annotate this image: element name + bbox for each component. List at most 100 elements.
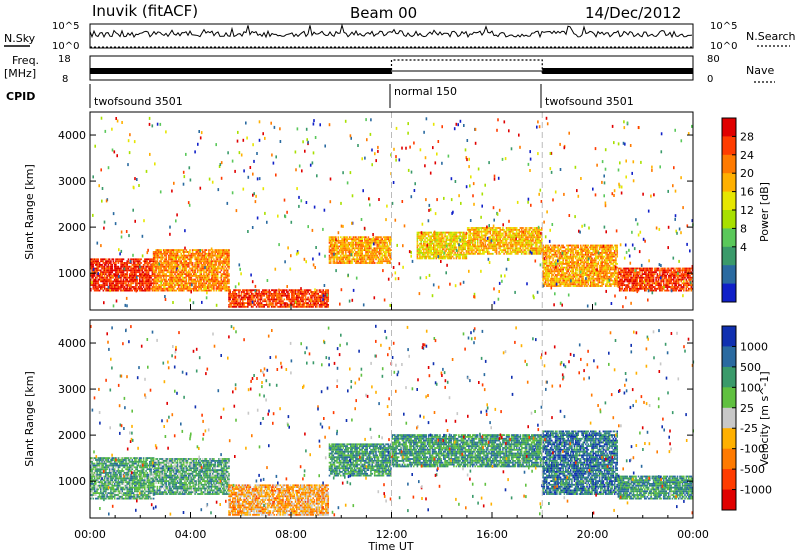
data-cell (450, 237, 453, 239)
data-cell (474, 247, 476, 250)
data-cell (553, 283, 556, 286)
data-cell (342, 236, 345, 239)
data-cell (259, 300, 262, 303)
data-cell (324, 304, 327, 306)
data-cell (438, 246, 440, 249)
data-cell (136, 282, 139, 285)
data-cell (515, 229, 518, 231)
data-cell (433, 250, 435, 252)
data-cell (574, 263, 577, 265)
data-cell (331, 254, 333, 257)
data-cell (299, 291, 302, 293)
data-cell (468, 230, 470, 233)
data-cell (512, 234, 514, 237)
data-cell (543, 274, 546, 276)
data-cell (292, 296, 294, 299)
data-cell (541, 247, 543, 250)
data-cell (417, 250, 420, 252)
data-cell (549, 255, 552, 258)
data-cell (363, 249, 366, 251)
data-cell (515, 241, 518, 244)
data-cell (474, 243, 476, 246)
data-cell (115, 267, 117, 270)
data-cell (536, 232, 538, 235)
data-cell (216, 275, 219, 277)
data-cell (543, 268, 546, 271)
data-cell (100, 276, 102, 279)
data-cell (562, 252, 564, 254)
data-cell (548, 253, 551, 256)
data-cell (427, 242, 430, 245)
data-cell (569, 261, 572, 263)
data-cell (451, 231, 454, 234)
data-cell (203, 251, 205, 253)
data-cell (523, 249, 525, 251)
data-cell (120, 258, 122, 261)
data-cell (360, 254, 362, 257)
data-cell (454, 231, 456, 234)
data-cell (147, 258, 150, 261)
data-cell (162, 252, 165, 255)
data-cell (245, 289, 248, 292)
data-cell (211, 284, 214, 286)
data-cell (546, 255, 548, 258)
data-cell (370, 247, 372, 250)
data-cell (573, 261, 576, 263)
data-cell (287, 291, 289, 293)
data-cell (135, 267, 137, 270)
data-cell (479, 243, 481, 246)
data-cell (171, 289, 174, 292)
data-cell (223, 273, 225, 275)
data-cell (169, 287, 171, 290)
data-cell (356, 247, 358, 250)
data-cell (144, 280, 146, 283)
data-cell (279, 300, 282, 303)
data-cell (350, 236, 352, 239)
data-cell (166, 284, 169, 286)
data-cell (218, 251, 220, 253)
data-cell (164, 286, 166, 288)
data-cell (322, 291, 324, 293)
data-cell (528, 227, 530, 229)
data-cell (203, 287, 205, 290)
data-cell (155, 276, 157, 279)
data-cell (563, 274, 566, 276)
data-cell (169, 278, 171, 281)
data-cell (433, 239, 435, 241)
data-cell (280, 289, 283, 292)
data-cell (386, 236, 389, 239)
data-cell (175, 282, 177, 285)
data-cell (198, 249, 200, 251)
data-cell (297, 291, 299, 293)
data-cell (130, 271, 132, 274)
data-cell (454, 246, 456, 249)
data-cell (134, 287, 136, 290)
data-cell (100, 271, 102, 274)
data-cell (451, 244, 454, 247)
data-cell (345, 238, 347, 240)
data-cell (235, 304, 238, 306)
data-cell (576, 263, 578, 265)
data-cell (464, 233, 466, 236)
data-cell (376, 243, 378, 246)
data-cell (160, 262, 162, 264)
data-cell (123, 282, 126, 285)
data-cell (113, 262, 116, 264)
data-cell (134, 273, 136, 275)
data-cell (273, 289, 275, 292)
data-cell (420, 235, 422, 238)
data-cell (237, 289, 239, 292)
data-cell (155, 287, 157, 290)
data-cell (337, 240, 340, 242)
data-cell (537, 249, 539, 251)
data-cell (115, 282, 117, 285)
data-cell (348, 238, 351, 240)
data-cell (475, 229, 478, 231)
data-cell (243, 296, 245, 299)
data-cell (533, 251, 536, 253)
data-cell (348, 258, 351, 261)
data-cell (574, 250, 577, 252)
data-cell (463, 257, 465, 260)
data-cell (563, 279, 566, 282)
data-cell (162, 265, 165, 268)
